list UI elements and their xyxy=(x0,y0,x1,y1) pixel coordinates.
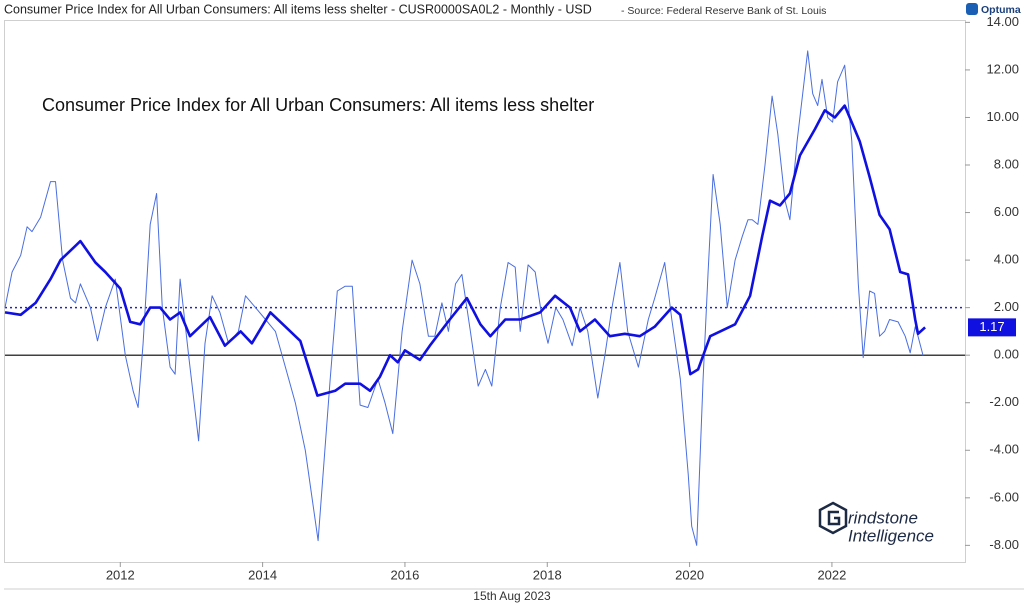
value-tag-label: 1.17 xyxy=(979,319,1004,334)
value-tag xyxy=(968,318,1016,337)
x-tick-label: 2014 xyxy=(248,567,277,582)
y-tick-label: -2.00 xyxy=(989,394,1019,409)
watermark: rindstone xyxy=(848,508,918,527)
y-tick-label: 2.00 xyxy=(994,299,1019,314)
date: 15th Aug 2023 xyxy=(473,589,551,603)
y-tick-label: -4.00 xyxy=(989,442,1019,457)
x-tick-label: 2018 xyxy=(533,567,562,582)
watermark-logo-g xyxy=(827,510,841,526)
y-tick-label: 14.00 xyxy=(986,14,1019,29)
x-tick-label: 2022 xyxy=(817,567,846,582)
y-tick-label: 0.00 xyxy=(994,347,1019,362)
watermark-logo xyxy=(818,501,848,535)
y-tick-label: -6.00 xyxy=(989,489,1019,504)
x-tick-label: 2020 xyxy=(675,567,704,582)
plot-frame xyxy=(4,20,966,563)
x-tick-label: 2012 xyxy=(106,567,135,582)
y-tick-label: -8.00 xyxy=(989,537,1019,552)
y-tick-label: 8.00 xyxy=(994,156,1019,171)
y-tick-label: 6.00 xyxy=(994,204,1019,219)
chart-header: Consumer Price Index for All Urban Consu… xyxy=(4,2,592,16)
brand: Optuma xyxy=(981,4,1021,16)
brand-icon xyxy=(966,3,978,15)
y-tick-label: 4.00 xyxy=(994,252,1019,267)
chart-title: Consumer Price Index for All Urban Consu… xyxy=(42,95,594,115)
y-tick-label: 10.00 xyxy=(986,109,1019,124)
source: - Source: Federal Reserve Bank of St. Lo… xyxy=(621,5,826,17)
y-tick-label: 12.00 xyxy=(986,61,1019,76)
x-tick-label: 2016 xyxy=(390,567,419,582)
watermark: Intelligence xyxy=(848,526,934,545)
series-line xyxy=(4,104,926,397)
series-line xyxy=(4,50,924,546)
